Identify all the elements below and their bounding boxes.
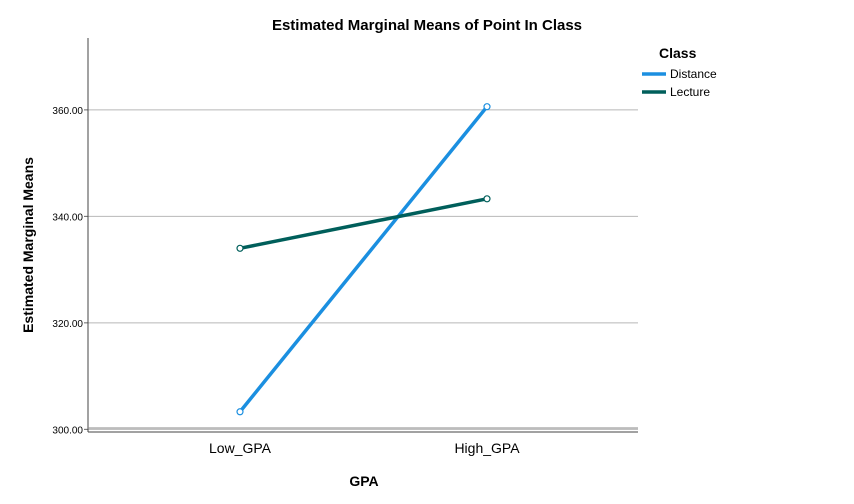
y-tick-label: 300.00 [52, 425, 83, 436]
x-tick-labels: Low_GPA High_GPA [209, 440, 520, 456]
x-tick-label: Low_GPA [209, 440, 272, 456]
series-line-distance [238, 104, 489, 414]
y-axis-label: Estimated Marginal Means [20, 157, 36, 333]
series-line-lecture [238, 197, 489, 251]
legend-label-distance: Distance [670, 67, 717, 81]
legend-title: Class [659, 45, 697, 61]
legend-label-lecture: Lecture [670, 85, 710, 99]
data-point-distance [236, 408, 244, 416]
y-tick-label: 340.00 [52, 212, 83, 223]
data-point-lecture [483, 195, 491, 203]
axes [84, 38, 638, 433]
data-point-distance [483, 103, 491, 111]
gridlines [88, 109, 638, 430]
x-axis-label: GPA [349, 473, 378, 489]
y-tick-label: 320.00 [52, 319, 83, 330]
y-tick-labels: 300.00 320.00 340.00 360.00 [52, 106, 83, 436]
data-point-lecture [236, 244, 244, 252]
series-lines [236, 103, 491, 416]
chart-title: Estimated Marginal Means of Point In Cla… [272, 17, 582, 34]
legend: Class Distance Lecture [642, 45, 717, 99]
x-tick-label: High_GPA [454, 440, 520, 456]
y-tick-label: 360.00 [52, 106, 83, 117]
